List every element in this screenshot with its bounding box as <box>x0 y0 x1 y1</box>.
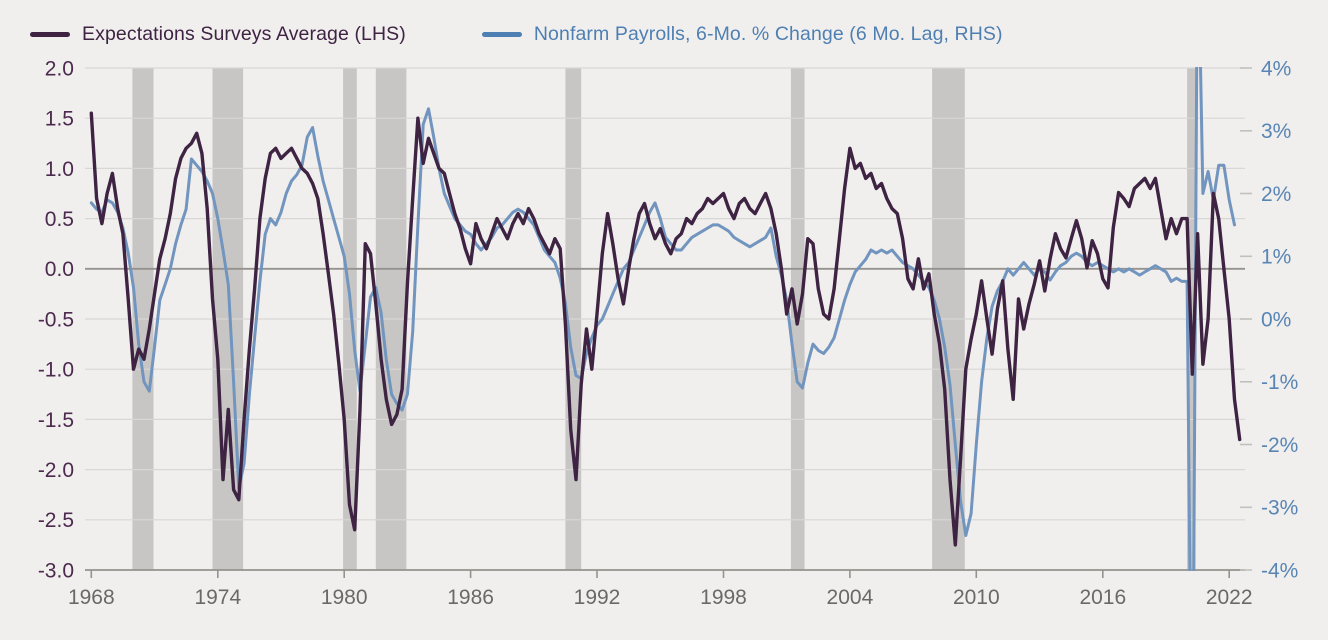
legend-item-expectations: Expectations Surveys Average (LHS) <box>30 23 406 46</box>
left-axis-tick-label: 1.0 <box>45 158 74 181</box>
right-axis-tick-label: -4% <box>1261 559 1298 582</box>
x-axis-tick-label: 2010 <box>953 586 1000 609</box>
expectations-line-swatch <box>30 31 70 37</box>
left-axis-tick-label: 0.0 <box>45 258 74 281</box>
right-axis-tick-label: 4% <box>1261 57 1291 80</box>
legend-item-payrolls: Nonfarm Payrolls, 6-Mo. % Change (6 Mo. … <box>481 22 1003 46</box>
left-axis-tick-label: -0.5 <box>38 308 74 331</box>
x-axis-tick-label: 1968 <box>68 586 115 609</box>
right-axis-tick-label: 2% <box>1261 183 1291 206</box>
left-axis-tick-label: 2.0 <box>45 57 74 80</box>
right-axis-tick-label: -1% <box>1261 371 1298 394</box>
right-axis-tick-label: 3% <box>1261 120 1291 143</box>
legend-label-expectations: Expectations Surveys Average (LHS) <box>82 22 406 45</box>
x-axis-tick-label: 1980 <box>321 586 368 609</box>
x-axis-tick-label: 1974 <box>194 586 241 609</box>
x-axis-tick-label: 1986 <box>447 586 494 609</box>
x-axis-tick-label: 1998 <box>700 586 747 609</box>
left-axis-tick-label: -3.0 <box>38 559 74 582</box>
legend-label-payrolls: Nonfarm Payrolls, 6-Mo. % Change (6 Mo. … <box>533 22 1003 45</box>
left-axis-tick-label: 0.5 <box>45 208 74 231</box>
left-axis-tick-label: -1.5 <box>38 409 74 432</box>
left-axis-tick-label: -1.0 <box>38 359 74 382</box>
left-axis-tick-label: -2.5 <box>38 509 74 532</box>
x-axis-tick-label: 2016 <box>1079 586 1126 609</box>
chart-legend: Expectations Surveys Average (LHS) Nonfa… <box>30 20 1003 48</box>
payrolls-line-swatch <box>481 31 522 37</box>
right-axis-tick-label: -2% <box>1261 434 1298 457</box>
x-axis-tick-label: 2004 <box>827 586 874 609</box>
right-axis-tick-label: -3% <box>1261 497 1298 520</box>
expectations-series-line <box>89 111 1242 547</box>
x-axis-tick-label: 1992 <box>574 586 621 609</box>
payrolls-series-line <box>89 67 1236 571</box>
right-axis-tick-label: 0% <box>1261 308 1291 331</box>
x-axis-tick-label: 2022 <box>1206 586 1253 609</box>
left-axis-tick-label: 1.5 <box>45 108 74 131</box>
right-axis-tick-label: 1% <box>1261 246 1291 269</box>
left-axis-tick-label: -2.0 <box>38 459 74 482</box>
